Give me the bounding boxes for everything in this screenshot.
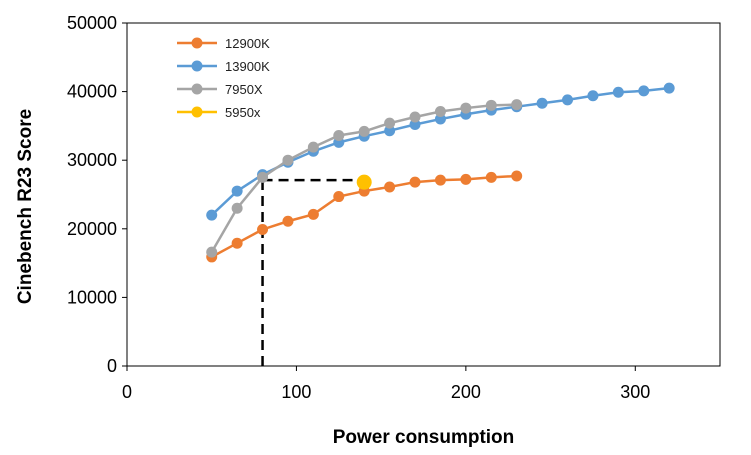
y-tick-label: 10000 — [67, 287, 117, 307]
legend-swatch-marker — [191, 106, 203, 118]
x-axis-ticks: 0 100 200 300 — [122, 366, 650, 402]
series-layer — [206, 82, 675, 263]
y-tick-label: 20000 — [67, 219, 117, 239]
x-tick-label: 0 — [122, 382, 132, 402]
data-point-12900k — [282, 215, 294, 227]
data-point-13900k — [409, 119, 421, 131]
data-point-12900k — [333, 191, 345, 203]
legend-item-5950x: 5950x — [177, 105, 261, 120]
data-point-7950x — [206, 246, 218, 258]
data-point-7950x — [460, 102, 472, 114]
series-5950x — [356, 174, 372, 190]
y-tick-label: 50000 — [67, 13, 117, 33]
legend-swatch-marker — [191, 37, 203, 49]
legend: 12900K 13900K 7950X 5950x — [177, 36, 270, 120]
data-point-7950x — [434, 105, 446, 117]
data-point-13900k — [562, 94, 574, 106]
data-point-7950x — [282, 154, 294, 166]
data-point-12900k — [485, 171, 497, 183]
legend-item-13900k: 13900K — [177, 59, 270, 74]
legend-label: 13900K — [225, 59, 270, 74]
data-point-7950x — [358, 125, 370, 137]
legend-swatch-marker — [191, 60, 203, 72]
data-point-12900k — [384, 181, 396, 193]
data-point-7950x — [231, 202, 243, 214]
data-point-12900k — [409, 176, 421, 188]
data-point-7950x — [257, 171, 269, 183]
reference-lines — [261, 178, 365, 366]
y-tick-label: 30000 — [67, 150, 117, 170]
data-point-7950x — [384, 117, 396, 129]
legend-label: 7950X — [225, 82, 263, 97]
legend-swatch-marker — [191, 83, 203, 95]
data-point-13900k — [536, 97, 548, 109]
legend-label: 5950x — [225, 105, 261, 120]
x-tick-label: 300 — [620, 382, 650, 402]
plot-area — [126, 22, 721, 367]
y-axis-ticks: 0 10000 20000 30000 40000 50000 — [67, 13, 127, 376]
data-point-7950x — [333, 130, 345, 142]
data-point-13900k — [206, 209, 218, 221]
data-point-12900k — [231, 237, 243, 249]
legend-item-12900k: 12900K — [177, 36, 270, 51]
y-tick-label: 40000 — [67, 82, 117, 102]
data-point-13900k — [384, 125, 396, 137]
data-point-12900k — [460, 173, 472, 185]
data-point-12900k — [434, 174, 446, 186]
data-point-7950x — [511, 99, 523, 111]
x-tick-label: 200 — [451, 382, 481, 402]
data-point-12900k — [307, 208, 319, 220]
legend-item-7950x: 7950X — [177, 82, 263, 97]
data-point-13900k — [638, 85, 650, 97]
y-axis-title: Cinebench R23 Score — [15, 109, 36, 304]
data-point-12900k — [257, 223, 269, 235]
data-point-7950x — [307, 141, 319, 153]
data-point-7950x — [409, 111, 421, 123]
series-7950x — [206, 99, 523, 258]
data-point-13900k — [434, 113, 446, 125]
data-point-13900k — [663, 82, 675, 94]
data-point-13900k — [587, 90, 599, 102]
x-tick-label: 100 — [281, 382, 311, 402]
data-point-5950x — [356, 174, 372, 190]
data-point-7950x — [485, 99, 497, 111]
data-point-12900k — [511, 170, 523, 182]
data-point-13900k — [231, 185, 243, 197]
y-tick-label: 0 — [107, 356, 117, 376]
data-point-13900k — [612, 86, 624, 98]
legend-label: 12900K — [225, 36, 270, 51]
x-axis-title: Power consumption — [333, 427, 515, 448]
